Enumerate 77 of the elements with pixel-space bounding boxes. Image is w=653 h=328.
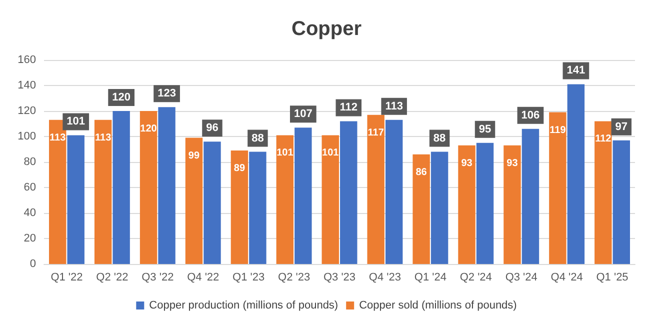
bar bbox=[430, 152, 448, 264]
x-tick-label: Q3 '22 bbox=[142, 272, 174, 284]
bar bbox=[158, 107, 176, 264]
data-label: 86 bbox=[416, 166, 428, 178]
bar bbox=[204, 142, 221, 264]
x-tick-label: Q1 '22 bbox=[50, 272, 83, 284]
data-label: 101 bbox=[276, 148, 294, 159]
bar bbox=[94, 120, 112, 264]
chart-title: Copper bbox=[292, 18, 362, 40]
data-label: 89 bbox=[234, 163, 246, 174]
data-label: 113 bbox=[50, 132, 66, 144]
x-tick-label: Q2 '22 bbox=[96, 272, 128, 284]
bar bbox=[612, 140, 630, 264]
bar bbox=[294, 128, 312, 264]
y-tick-label: 40 bbox=[24, 207, 36, 219]
bar bbox=[504, 145, 521, 264]
data-label: 120 bbox=[140, 124, 158, 134]
bar bbox=[249, 152, 266, 264]
bar bbox=[567, 84, 585, 264]
data-label: 95 bbox=[478, 123, 492, 136]
y-tick-label: 20 bbox=[24, 232, 36, 244]
x-tick-label: Q4 '23 bbox=[368, 272, 401, 284]
x-tick-label: Q3 '24 bbox=[505, 272, 538, 284]
data-label: 88 bbox=[433, 132, 446, 144]
data-label: 93 bbox=[506, 158, 518, 169]
y-tick-label: 0 bbox=[30, 258, 36, 270]
bar bbox=[322, 135, 339, 264]
data-label: 141 bbox=[566, 64, 586, 77]
legend-label: Copper production (millions of pounds) bbox=[149, 300, 338, 312]
bar bbox=[549, 112, 566, 264]
y-tick-label: 140 bbox=[18, 80, 36, 92]
data-label: 101 bbox=[66, 116, 86, 128]
bar bbox=[276, 135, 294, 264]
y-tick-label: 120 bbox=[18, 105, 36, 117]
data-label: 96 bbox=[206, 122, 218, 134]
data-label: 117 bbox=[368, 127, 384, 138]
data-label: 119 bbox=[550, 124, 566, 136]
data-label: 101 bbox=[322, 148, 340, 159]
data-label: 112 bbox=[595, 134, 612, 145]
bar bbox=[458, 145, 476, 264]
bar bbox=[230, 150, 248, 264]
bar bbox=[185, 138, 203, 264]
data-label: 97 bbox=[615, 120, 628, 133]
x-tick-label: Q1 '25 bbox=[596, 272, 628, 284]
y-tick-label: 60 bbox=[24, 182, 36, 194]
y-tick-label: 80 bbox=[24, 156, 36, 168]
bar bbox=[594, 121, 612, 264]
x-tick-label: Q1 '24 bbox=[414, 272, 446, 284]
data-label: 107 bbox=[294, 108, 312, 120]
x-tick-label: Q3 '23 bbox=[323, 272, 356, 284]
data-label: 120 bbox=[112, 92, 130, 104]
bar bbox=[67, 135, 84, 264]
data-label: 112 bbox=[340, 102, 358, 114]
data-label: 93 bbox=[461, 158, 473, 169]
x-tick-label: Q2 '23 bbox=[278, 272, 310, 284]
data-label: 113 bbox=[95, 132, 112, 144]
data-label: 113 bbox=[385, 100, 403, 112]
y-tick-label: 160 bbox=[18, 54, 36, 66]
data-label: 123 bbox=[158, 88, 176, 100]
bar bbox=[522, 128, 540, 264]
y-tick-label: 100 bbox=[18, 130, 36, 142]
x-tick-label: Q2 '24 bbox=[460, 272, 492, 284]
x-tick-label: Q4 '22 bbox=[187, 272, 220, 284]
bar bbox=[385, 120, 403, 264]
data-label: 106 bbox=[521, 109, 540, 122]
legend-label: Copper sold (millions of pounds) bbox=[359, 300, 517, 312]
x-tick-label: Q4 '24 bbox=[550, 272, 583, 284]
bar bbox=[367, 114, 384, 264]
bar bbox=[49, 120, 66, 264]
bar bbox=[476, 142, 494, 264]
data-label: 99 bbox=[188, 150, 200, 162]
data-label: 88 bbox=[252, 132, 264, 144]
bar bbox=[340, 121, 358, 264]
bar bbox=[112, 111, 130, 264]
bar bbox=[412, 154, 430, 264]
bar bbox=[140, 111, 158, 264]
x-tick-label: Q1 '23 bbox=[232, 272, 265, 284]
